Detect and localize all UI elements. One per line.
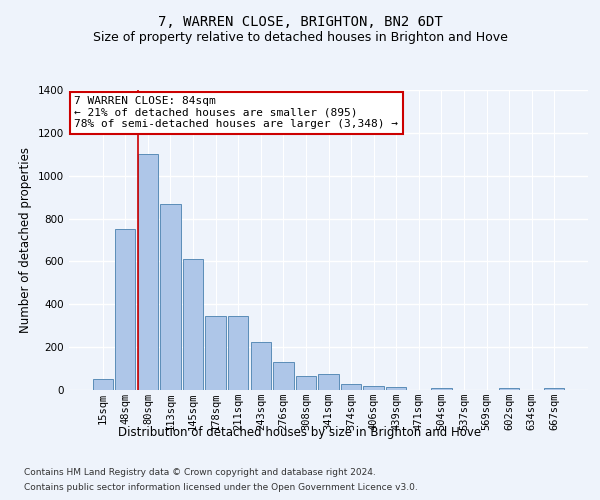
Bar	[296, 376, 316, 390]
Bar	[228, 316, 248, 390]
Text: Size of property relative to detached houses in Brighton and Hove: Size of property relative to detached ho…	[92, 31, 508, 44]
Bar	[183, 260, 203, 390]
Bar	[319, 374, 338, 390]
Bar	[138, 154, 158, 390]
Y-axis label: Number of detached properties: Number of detached properties	[19, 147, 32, 333]
Bar	[115, 230, 136, 390]
Bar	[273, 362, 293, 390]
Bar	[544, 388, 565, 390]
Text: 7 WARREN CLOSE: 84sqm
← 21% of detached houses are smaller (895)
78% of semi-det: 7 WARREN CLOSE: 84sqm ← 21% of detached …	[74, 96, 398, 129]
Bar	[364, 386, 384, 390]
Text: Distribution of detached houses by size in Brighton and Hove: Distribution of detached houses by size …	[118, 426, 482, 439]
Text: 7, WARREN CLOSE, BRIGHTON, BN2 6DT: 7, WARREN CLOSE, BRIGHTON, BN2 6DT	[158, 16, 442, 30]
Bar	[431, 388, 452, 390]
Bar	[341, 384, 361, 390]
Bar	[386, 387, 406, 390]
Bar	[251, 342, 271, 390]
Bar	[92, 380, 113, 390]
Bar	[205, 316, 226, 390]
Text: Contains HM Land Registry data © Crown copyright and database right 2024.: Contains HM Land Registry data © Crown c…	[24, 468, 376, 477]
Bar	[160, 204, 181, 390]
Bar	[499, 388, 519, 390]
Text: Contains public sector information licensed under the Open Government Licence v3: Contains public sector information licen…	[24, 483, 418, 492]
